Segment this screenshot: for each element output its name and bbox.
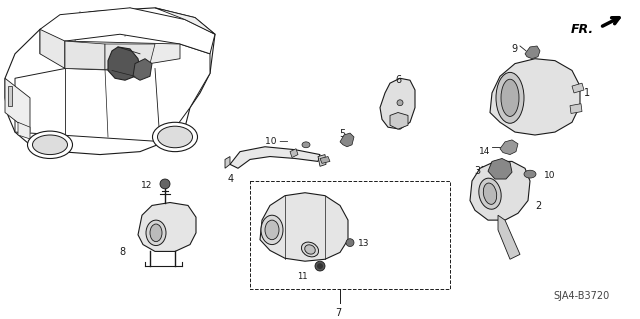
Polygon shape xyxy=(340,133,354,147)
Ellipse shape xyxy=(265,220,279,240)
Ellipse shape xyxy=(157,126,193,148)
Text: 3: 3 xyxy=(474,166,480,176)
Text: 4: 4 xyxy=(228,174,234,184)
Text: 10: 10 xyxy=(544,171,556,180)
Polygon shape xyxy=(225,157,230,168)
Polygon shape xyxy=(15,44,210,142)
Polygon shape xyxy=(570,104,582,114)
Polygon shape xyxy=(490,59,580,135)
Polygon shape xyxy=(5,78,30,132)
Polygon shape xyxy=(390,113,408,129)
Polygon shape xyxy=(488,159,512,179)
Polygon shape xyxy=(572,83,584,93)
Text: 2: 2 xyxy=(535,201,541,211)
Text: 13: 13 xyxy=(358,239,369,248)
Polygon shape xyxy=(470,161,530,220)
Ellipse shape xyxy=(152,122,198,152)
Text: SJA4-B3720: SJA4-B3720 xyxy=(554,291,610,301)
Polygon shape xyxy=(380,78,415,129)
Polygon shape xyxy=(5,8,215,155)
Circle shape xyxy=(317,263,323,269)
Ellipse shape xyxy=(483,183,497,204)
Ellipse shape xyxy=(501,79,519,116)
Polygon shape xyxy=(320,157,330,163)
Text: FR.: FR. xyxy=(571,23,594,36)
Polygon shape xyxy=(498,215,520,259)
Bar xyxy=(250,181,450,289)
Polygon shape xyxy=(40,29,65,69)
Ellipse shape xyxy=(33,135,67,155)
Ellipse shape xyxy=(150,224,162,241)
Polygon shape xyxy=(65,41,105,70)
Text: 10 —: 10 — xyxy=(264,137,288,146)
Polygon shape xyxy=(525,46,540,59)
Text: 9: 9 xyxy=(512,44,518,54)
Polygon shape xyxy=(230,147,320,168)
Polygon shape xyxy=(65,41,180,70)
Text: 7: 7 xyxy=(335,308,341,318)
Polygon shape xyxy=(8,86,12,106)
Polygon shape xyxy=(318,155,326,166)
Text: 11: 11 xyxy=(298,272,308,281)
Ellipse shape xyxy=(479,178,501,209)
Ellipse shape xyxy=(261,215,283,245)
Polygon shape xyxy=(108,47,140,80)
Polygon shape xyxy=(155,8,215,34)
Circle shape xyxy=(346,239,354,247)
Circle shape xyxy=(315,261,325,271)
Polygon shape xyxy=(105,44,155,70)
Polygon shape xyxy=(260,193,348,261)
Ellipse shape xyxy=(28,131,72,159)
Polygon shape xyxy=(18,122,30,139)
Polygon shape xyxy=(138,203,196,251)
Ellipse shape xyxy=(301,242,319,257)
Text: 1: 1 xyxy=(584,88,590,98)
Ellipse shape xyxy=(524,170,536,178)
Text: 12: 12 xyxy=(141,181,152,190)
Text: 6: 6 xyxy=(395,75,401,85)
Ellipse shape xyxy=(146,220,166,246)
Ellipse shape xyxy=(496,72,524,123)
Ellipse shape xyxy=(305,245,316,254)
Text: 5: 5 xyxy=(339,129,345,139)
Polygon shape xyxy=(500,140,518,155)
Polygon shape xyxy=(133,59,152,80)
Polygon shape xyxy=(40,8,215,54)
Text: 14: 14 xyxy=(479,147,490,156)
Ellipse shape xyxy=(302,142,310,148)
Circle shape xyxy=(397,100,403,106)
Text: 8: 8 xyxy=(120,247,126,256)
Circle shape xyxy=(160,179,170,189)
Polygon shape xyxy=(290,149,298,158)
